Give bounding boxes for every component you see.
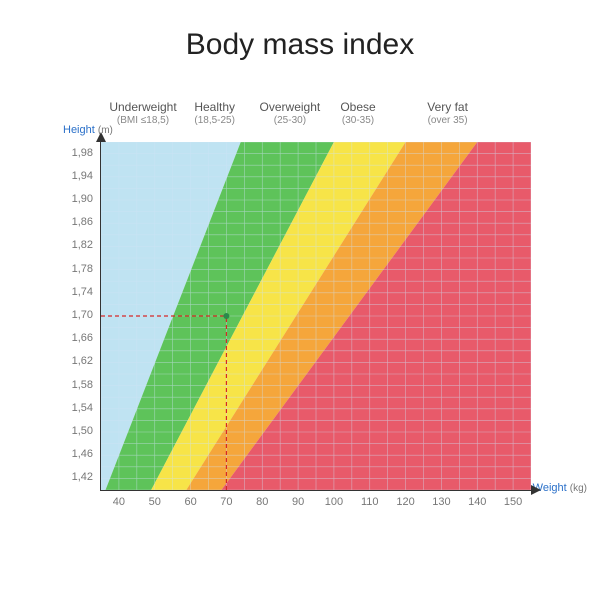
- y-tick: 1,98: [63, 147, 93, 159]
- y-tick: 1,50: [63, 425, 93, 437]
- y-tick: 1,54: [63, 402, 93, 414]
- x-tick: 120: [396, 496, 414, 508]
- x-tick: 100: [325, 496, 343, 508]
- x-tick: 80: [256, 496, 268, 508]
- x-tick: 60: [184, 496, 196, 508]
- x-tick: 130: [432, 496, 450, 508]
- y-tick: 1,70: [63, 309, 93, 321]
- plot-area: Height (m) Weight (kg) 1,421,461,501,541…: [100, 142, 531, 491]
- x-tick: 90: [292, 496, 304, 508]
- category-label: Very fat(over 35): [408, 100, 488, 128]
- x-tick: 50: [149, 496, 161, 508]
- y-tick: 1,74: [63, 286, 93, 298]
- y-tick: 1,90: [63, 193, 93, 205]
- x-tick: 140: [468, 496, 486, 508]
- y-arrow-icon: [95, 132, 107, 144]
- chart-title: Body mass index: [0, 28, 600, 62]
- y-tick: 1,42: [63, 471, 93, 483]
- bmi-chart: Underweight(BMI ≤18,5)Healthy(18,5-25)Ov…: [100, 100, 530, 490]
- category-label: Underweight(BMI ≤18,5): [103, 100, 183, 128]
- x-tick: 70: [220, 496, 232, 508]
- y-tick: 1,86: [63, 216, 93, 228]
- y-tick: 1,58: [63, 379, 93, 391]
- category-label: Obese(30-35): [318, 100, 398, 128]
- category-label: Healthy(18,5-25): [175, 100, 255, 128]
- x-tick: 40: [113, 496, 125, 508]
- y-tick: 1,94: [63, 170, 93, 182]
- y-tick: 1,66: [63, 332, 93, 344]
- y-tick: 1,46: [63, 448, 93, 460]
- plot-svg: [101, 142, 531, 490]
- y-tick: 1,62: [63, 355, 93, 367]
- x-tick: 110: [361, 496, 379, 508]
- x-tick: 150: [504, 496, 522, 508]
- y-tick: 1,78: [63, 263, 93, 275]
- x-arrow-icon: [529, 484, 541, 496]
- y-tick: 1,82: [63, 239, 93, 251]
